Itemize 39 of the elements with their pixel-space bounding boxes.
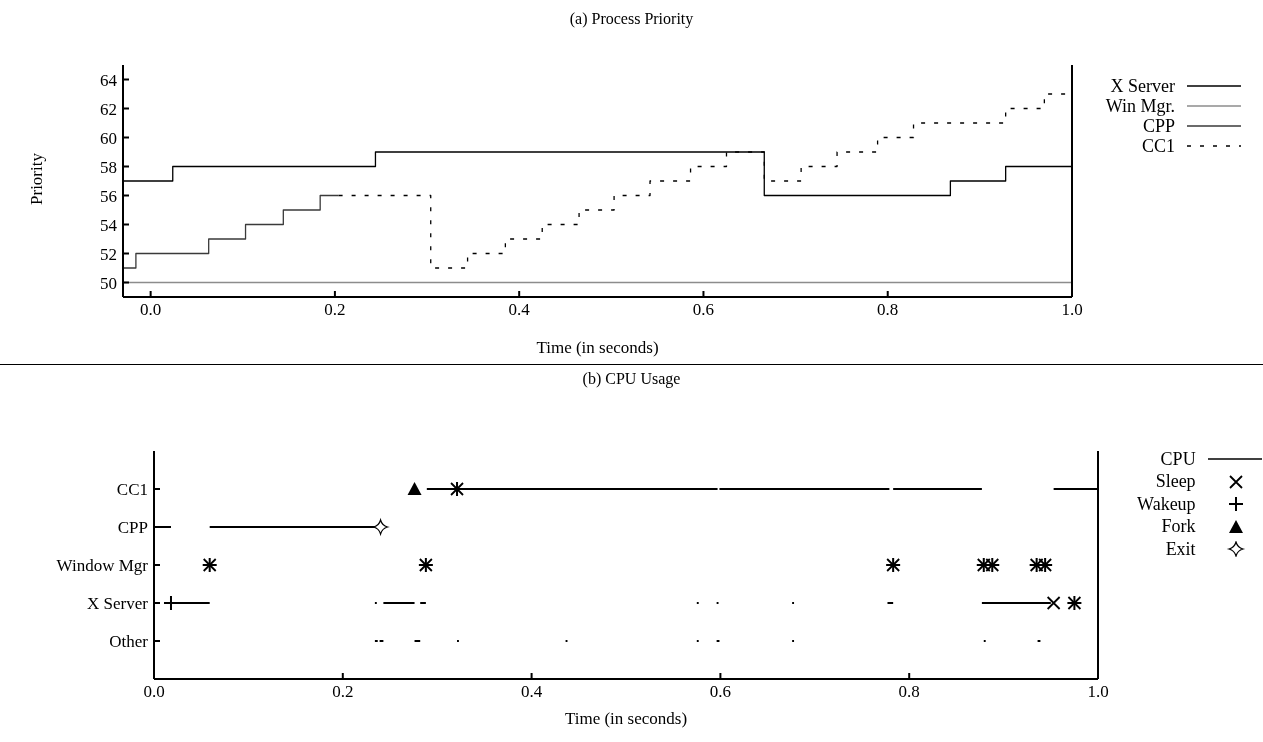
legend-label: Wakeup <box>1136 493 1196 515</box>
y-axis-title: Priority <box>27 152 47 207</box>
x-tick-label: 0.0 <box>143 682 165 702</box>
legend-label: CC1 <box>1141 135 1175 157</box>
legend-label: Exit <box>1164 538 1196 560</box>
y-tick-label: 60 <box>100 128 117 148</box>
x-tick-label: 0.8 <box>877 300 899 320</box>
x-axis-title: Time (in seconds) <box>563 709 689 729</box>
y-tick-label: CC1 <box>116 480 148 500</box>
y-tick-label: 56 <box>100 186 117 206</box>
y-tick-label: 58 <box>100 157 117 177</box>
x-tick-label: 1.0 <box>1061 300 1083 320</box>
x-tick-label: 1.0 <box>1087 682 1109 702</box>
y-tick-label: CPP <box>117 518 148 538</box>
y-tick-label: 54 <box>100 215 118 235</box>
y-tick-label: X Server <box>87 594 149 614</box>
x-tick-label: 0.4 <box>520 682 543 702</box>
legend-label: Win Mgr. <box>1104 95 1175 117</box>
y-tick-label: 64 <box>100 70 118 90</box>
y-tick-label: 50 <box>100 273 117 293</box>
y-tick-label: 62 <box>100 99 117 119</box>
legend-label: Sleep <box>1154 471 1196 493</box>
legend-label: X Server <box>1109 75 1175 97</box>
x-tick-label: 0.8 <box>898 682 920 702</box>
y-tick-label: Window Mgr <box>56 556 149 576</box>
legend-label: Fork <box>1160 516 1196 538</box>
chart-title: (b) CPU Usage <box>581 370 682 388</box>
x-tick-label: 0.6 <box>692 300 715 320</box>
chart-title: (a) Process Priority <box>568 10 695 28</box>
x-axis-title: Time (in seconds) <box>535 338 660 358</box>
x-tick-label: 0.2 <box>332 682 354 702</box>
x-tick-label: 0.2 <box>324 300 346 320</box>
x-tick-label: 0.4 <box>508 300 531 320</box>
legend-label: CPU <box>1159 448 1196 470</box>
y-tick-label: 52 <box>100 244 117 264</box>
x-tick-label: 0.6 <box>709 682 732 702</box>
legend-label: CPP <box>1142 115 1175 137</box>
x-tick-label: 0.0 <box>140 300 162 320</box>
y-tick-label: Other <box>109 632 149 652</box>
